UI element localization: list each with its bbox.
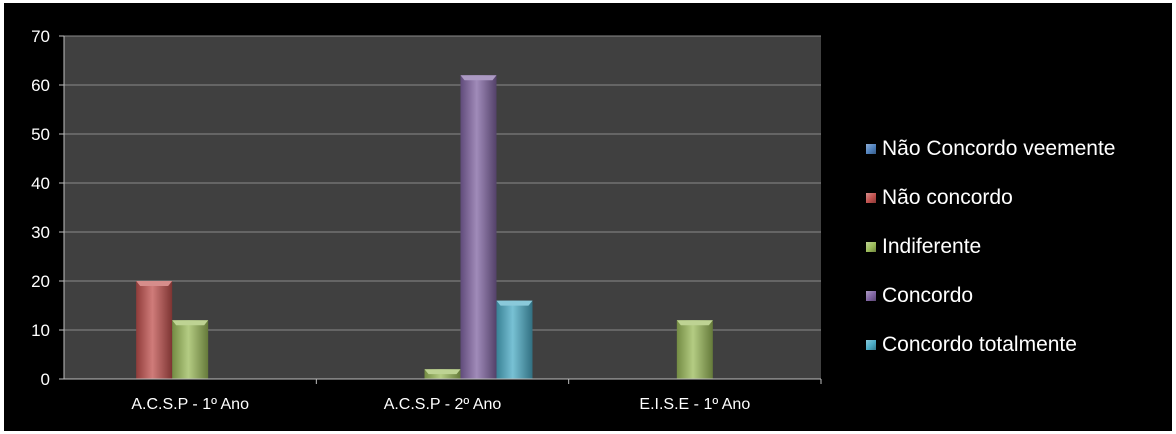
axes [59,35,822,384]
y-tick-label: 70 [31,27,50,46]
legend-label: Não Concordo veemente [882,137,1116,160]
legend-swatch [866,144,876,154]
legend-label: Indiferente [882,235,982,258]
x-tick-label: A.C.S.P - 2º Ano [384,396,502,413]
y-tick-label: 20 [31,272,50,291]
x-tick-label: A.C.S.P - 1º Ano [131,396,249,413]
legend-swatch [866,242,876,252]
bar-cap [424,369,461,375]
legend-swatch [866,291,876,301]
bar-indiferente-a-c-s-p-1-ano [172,320,209,379]
y-tick-label: 50 [31,125,50,144]
chart-frame: 0 10 20 30 40 50 60 70 A.C.S.P - 1º Ano A.C.S.P … [4,3,1172,431]
bar-body [460,75,497,379]
bars [136,75,713,379]
legend-label: Não concordo [882,186,1013,209]
bar-body [676,320,713,379]
y-tick-label: 40 [31,174,50,193]
y-tick-label: 60 [31,76,50,95]
bar-cap [460,75,497,81]
legend-item-indiferente: Indiferente [866,235,1166,284]
bar-body [136,281,173,379]
bar-cap [676,320,713,326]
x-tick-label: E.I.S.E - 1º Ano [639,396,750,413]
legend-item-concordo: Concordo [866,284,1166,333]
bar-concordo-totalmente-a-c-s-p-2-ano [496,300,533,379]
legend-item-nao-concordo: Não concordo [866,186,1166,235]
bar-indiferente-a-c-s-p-2-ano [424,369,461,379]
legend-swatch [866,193,876,203]
y-tick-label: 0 [41,370,50,389]
x-tick-labels: A.C.S.P - 1º Ano A.C.S.P - 2º Ano E.I.S.E … [131,396,750,413]
legend-item-concordo-totalmente: Concordo totalmente [866,333,1166,382]
legend: Não Concordo veemente Não concordo Indif… [866,137,1166,382]
bar-body [496,300,533,379]
bar-nao-concordo-a-c-s-p-1-ano [136,281,173,379]
bar-cap [172,320,209,326]
legend-item-nao-concordo-veemente: Não Concordo veemente [866,137,1166,186]
bar-concordo-a-c-s-p-2-ano [460,75,497,379]
legend-label: Concordo totalmente [882,333,1077,356]
y-tick-label: 30 [31,223,50,242]
y-tick-label: 10 [31,321,50,340]
legend-swatch [866,340,876,350]
bar-indiferente-e-i-s-e-1-ano [676,320,713,379]
legend-label: Concordo [882,284,974,307]
y-tick-labels: 0 10 20 30 40 50 60 70 [31,27,50,389]
bar-cap [496,300,533,306]
bar-cap [136,281,173,286]
bar-body [172,320,209,379]
